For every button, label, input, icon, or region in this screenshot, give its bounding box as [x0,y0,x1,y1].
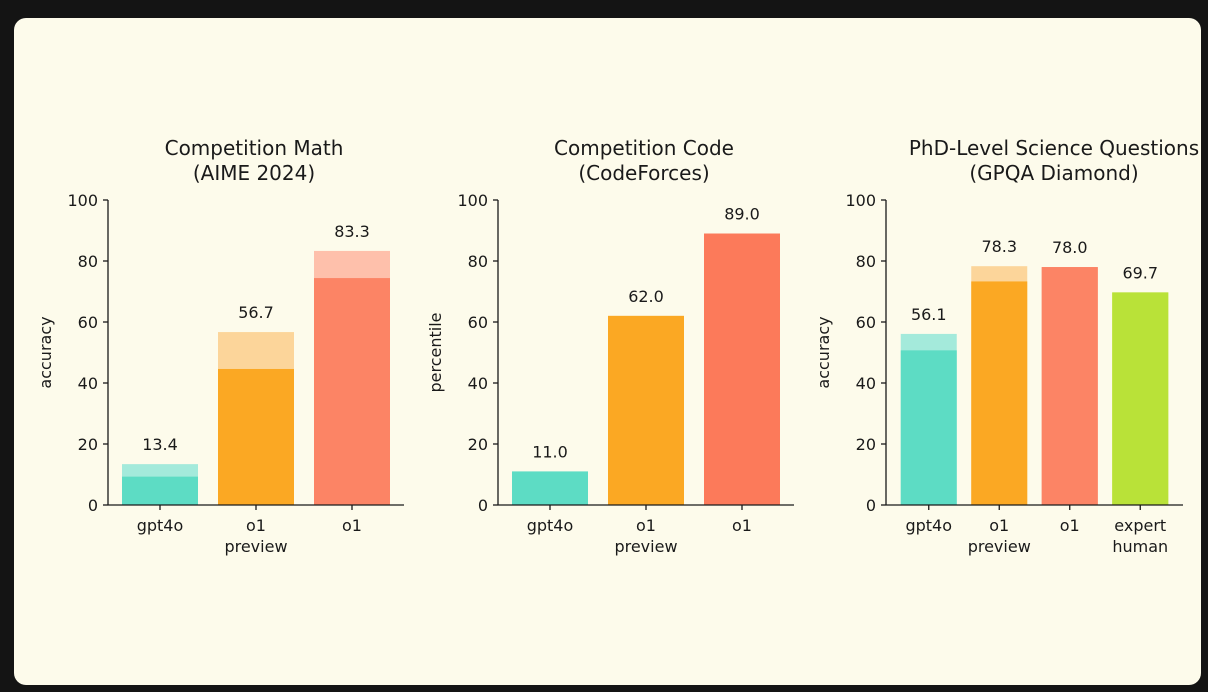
chart-canvas: Competition Math(AIME 2024) accuracy 13.4 g… [36,136,1199,556]
chart-1-category-label-2-line-1: o1 [246,516,266,535]
chart-2-category-label-2-line-1: o1 [636,516,656,535]
chart-3-value-label-4: 69.7 [1122,263,1158,282]
chart-3-value-label-1: 56.1 [911,305,947,324]
chart-1-bar-2-solid [218,368,294,505]
chart-1-value-label-1: 13.4 [142,435,178,454]
chart-2-title-line-2: (CodeForces) [578,161,709,185]
chart-1-y-tick-label-40: 40 [78,374,98,393]
chart-3-y-tick-label-60: 60 [856,313,876,332]
chart-3-y-tick-label-20: 20 [856,435,876,454]
chart-2-y-axis-label: percentile [426,312,445,392]
chart-2-value-label-2: 62.0 [628,287,664,306]
chart-1-y-tick-label-80: 80 [78,252,98,271]
chart-2-bar-1-solid [512,471,588,505]
chart-2-y-tick-label-40: 40 [468,374,488,393]
chart-3-category-label-3-line-1: o1 [1060,516,1080,535]
chart-3-category-label-2-line-2: preview [968,537,1031,556]
chart-3-bar-1-solid [900,350,957,505]
chart-3-category-label-2-line-1: o1 [989,516,1009,535]
chart-2-title-line-1: Competition Code [554,136,734,160]
chart-1-y-tick-label-20: 20 [78,435,98,454]
chart-1-y-tick-label-100: 100 [67,191,98,210]
chart-3-title-line-2: (GPQA Diamond) [969,161,1138,185]
chart-1-value-label-2: 56.7 [238,303,274,322]
chart-3-bar-3-solid [1041,267,1098,505]
chart-1-value-label-3: 83.3 [334,222,370,241]
chart-2-value-label-3: 89.0 [724,205,760,224]
chart-2-bar-3-solid [704,233,780,506]
chart-2-y-tick-label-0: 0 [478,496,488,515]
chart-1-category-label-3-line-1: o1 [342,516,362,535]
chart-1-title-line-2: (AIME 2024) [193,161,315,185]
chart-2-category-label-1-line-1: gpt4o [527,516,574,535]
chart-3-category-label-4-line-2: human [1112,537,1168,556]
chart-2-y-tick-label-100: 100 [457,191,488,210]
chart-2-y-tick-label-80: 80 [468,252,488,271]
chart-3-y-tick-label-40: 40 [856,374,876,393]
chart-3-y-tick-label-100: 100 [845,191,876,210]
chart-3-value-label-2: 78.3 [981,237,1017,256]
chart-1-y-axis-label: accuracy [36,316,55,388]
chart-2-y-tick-label-60: 60 [468,313,488,332]
chart-1-y-tick-label-60: 60 [78,313,98,332]
chart-2-value-label-1: 11.0 [532,442,568,461]
chart-3-title-line-1: PhD-Level Science Questions [909,136,1199,160]
chart-2-bar-2-solid [608,315,684,505]
chart-1-category-label-2-line-2: preview [224,537,287,556]
chart-1-title-line-1: Competition Math [165,136,344,160]
figure-panel: Competition Math (AIME 2024) accuracy 13.4 g… [14,18,1201,685]
chart-2-category-label-2-line-2: preview [614,537,677,556]
chart-3-bar-2-solid [971,281,1028,505]
chart-3-category-label-4-line-1: expert [1114,516,1166,535]
chart-3-bar-4-solid [1112,292,1169,505]
chart-1-category-label-1-line-1: gpt4o [137,516,184,535]
chart-1-y-tick-label-0: 0 [88,496,98,515]
chart-1-bar-1-solid [122,476,198,505]
chart-2-category-label-3-line-1: o1 [732,516,752,535]
chart-2-y-tick-label-20: 20 [468,435,488,454]
chart-3-y-tick-label-80: 80 [856,252,876,271]
chart-1-bar-3-solid [314,278,390,505]
chart-3-category-label-1-line-1: gpt4o [905,516,952,535]
chart-3-y-tick-label-0: 0 [866,496,876,515]
chart-3-y-axis-label: accuracy [814,316,833,388]
chart-3-value-label-3: 78.0 [1052,238,1088,257]
